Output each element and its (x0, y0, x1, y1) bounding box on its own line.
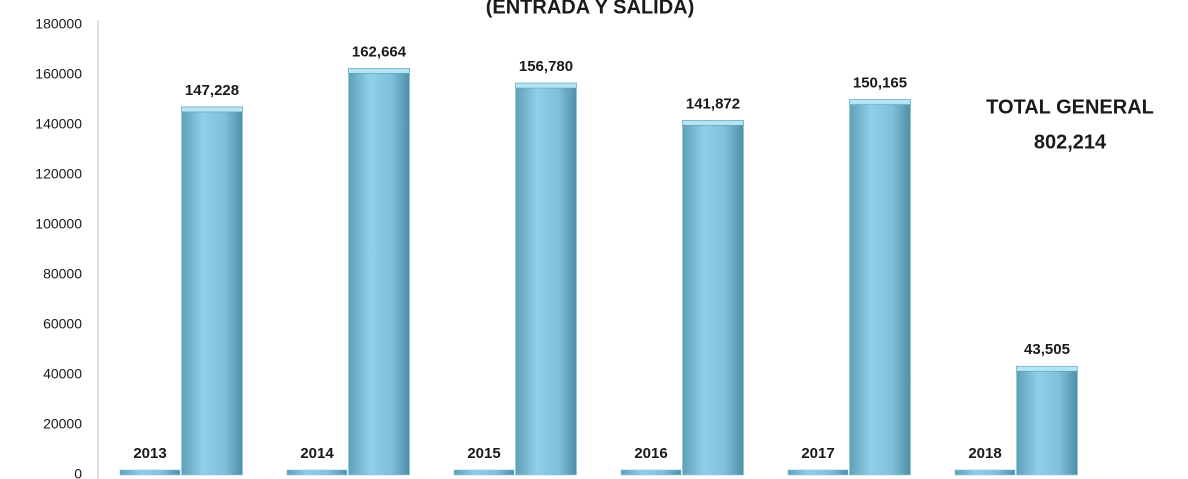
bar-cap (682, 120, 744, 126)
value-label: 147,228 (185, 82, 239, 99)
y-tick-label: 160000 (35, 66, 82, 82)
value-label: 2015 (467, 445, 500, 462)
y-tick-label: 120000 (35, 166, 82, 182)
bar (787, 469, 849, 476)
bar (620, 469, 682, 476)
bar-cap (515, 82, 577, 89)
value-label: 156,780 (519, 58, 573, 75)
bar-cap (1016, 365, 1078, 372)
bar (119, 469, 181, 476)
value-label: 2016 (634, 445, 667, 462)
value-label: 2017 (801, 445, 834, 462)
y-tick-label: 20000 (43, 416, 82, 432)
bar (954, 469, 1016, 476)
bar-cap (849, 99, 911, 105)
value-label: 43,505 (1024, 341, 1070, 358)
bar (348, 68, 410, 476)
bar (181, 106, 243, 476)
value-label: 2014 (300, 445, 334, 462)
bar (453, 469, 515, 476)
value-label: 150,165 (853, 75, 907, 92)
value-label: 141,872 (686, 95, 740, 112)
y-tick-label: 80000 (43, 266, 82, 282)
value-label: 2018 (968, 445, 1001, 462)
bar-cap (348, 68, 410, 74)
bar-cap (181, 106, 243, 113)
y-tick-label: 60000 (43, 316, 82, 332)
chart-title: (ENTRADA Y SALIDA) (486, 0, 695, 18)
y-tick-label: 140000 (35, 116, 82, 132)
bar (682, 120, 744, 476)
value-label: 2013 (133, 445, 166, 462)
annotation: 802,214 (1034, 131, 1107, 153)
y-tick-label: 180000 (35, 16, 82, 32)
bar (515, 82, 577, 476)
y-tick-label: 40000 (43, 366, 82, 382)
bar (286, 469, 348, 476)
value-label: 162,664 (352, 43, 407, 60)
y-tick-label: 100000 (35, 216, 82, 232)
y-tick-label: 0 (74, 466, 82, 479)
bar (1016, 365, 1078, 476)
bar (849, 99, 911, 476)
annotation: TOTAL GENERAL (986, 96, 1154, 118)
